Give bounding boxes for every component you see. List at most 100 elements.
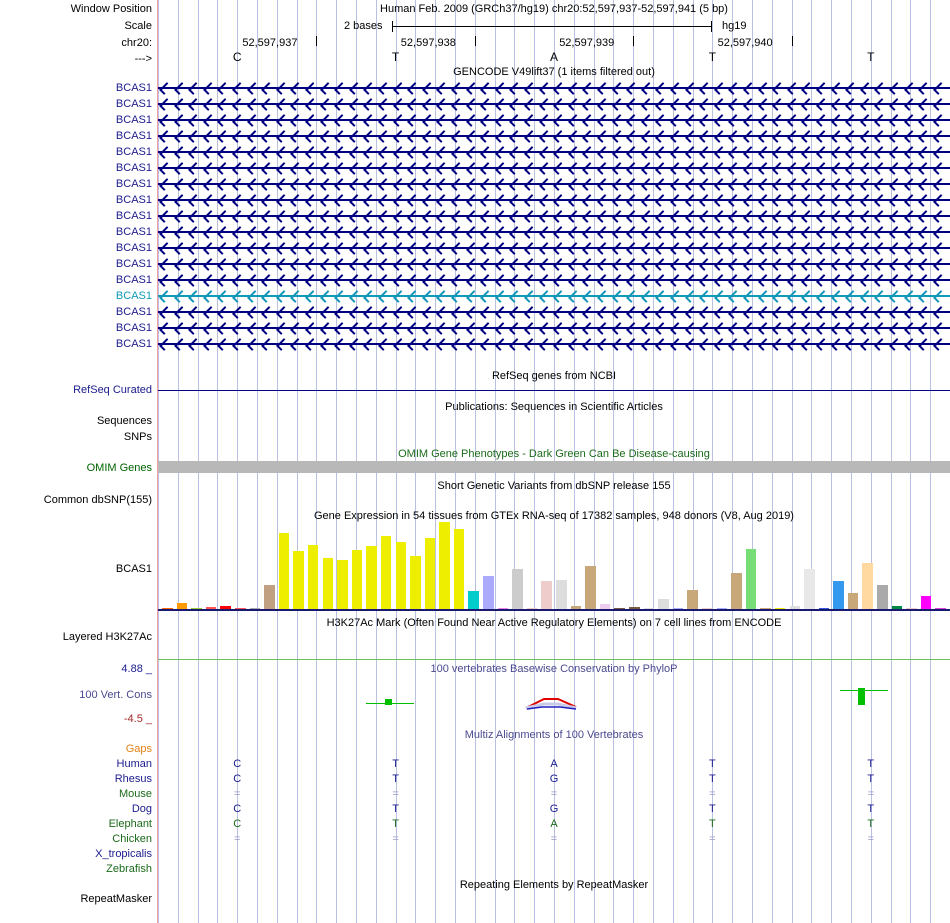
multiz-species-label[interactable]: Human	[116, 758, 152, 770]
gtex-tissue-bar[interactable]	[745, 549, 757, 610]
gtex-tissue-bar[interactable]	[891, 605, 903, 610]
gtex-tissue-bar[interactable]	[570, 605, 582, 610]
gtex-tissue-bar[interactable]	[789, 605, 801, 610]
multiz-species-label[interactable]: Elephant	[108, 818, 152, 830]
dbsnp-left-label[interactable]: Common dbSNP(155)	[43, 494, 152, 506]
gtex-tissue-bar[interactable]	[380, 535, 392, 610]
gtex-tissue-bar[interactable]	[337, 560, 348, 610]
gtex-tissue-bar[interactable]	[599, 604, 611, 610]
multiz-species-label[interactable]: Chicken	[112, 833, 152, 845]
gtex-tissue-bar[interactable]	[483, 576, 494, 610]
gtex-tissue-bar[interactable]	[453, 528, 465, 610]
gtex-tissue-bar[interactable]	[935, 607, 946, 610]
gtex-tissue-bar[interactable]	[818, 607, 830, 610]
gencode-transcript-row[interactable]	[158, 306, 950, 319]
gencode-gene-label[interactable]: BCAS1	[115, 274, 152, 286]
gtex-chart[interactable]	[160, 520, 948, 610]
gtex-tissue-bar[interactable]	[701, 607, 713, 610]
gtex-tissue-bar[interactable]	[731, 572, 742, 610]
multiz-species-label[interactable]: Zebrafish	[106, 863, 152, 875]
gtex-tissue-bar[interactable]	[556, 579, 567, 610]
gtex-tissue-bar[interactable]	[920, 596, 932, 610]
gencode-transcript-row[interactable]	[158, 338, 950, 351]
gtex-tissue-bar[interactable]	[468, 590, 479, 610]
gtex-tissue-bar[interactable]	[833, 580, 844, 610]
gencode-gene-label[interactable]: BCAS1	[115, 242, 152, 254]
omim-gene-bar[interactable]	[158, 461, 950, 473]
gencode-gene-label[interactable]: BCAS1	[115, 146, 152, 158]
gencode-gene-label[interactable]: BCAS1	[115, 306, 152, 318]
gtex-tissue-bar[interactable]	[176, 603, 188, 610]
gtex-tissue-bar[interactable]	[410, 555, 421, 610]
phylop-left-label[interactable]: 100 Vert. Cons	[79, 689, 152, 701]
gtex-tissue-bar[interactable]	[307, 544, 319, 610]
gencode-gene-label[interactable]: BCAS1	[115, 210, 152, 222]
gencode-transcript-row[interactable]	[158, 258, 950, 271]
gencode-transcript-row[interactable]	[158, 162, 950, 175]
gencode-gene-label[interactable]: BCAS1	[115, 226, 152, 238]
gtex-tissue-bar[interactable]	[512, 569, 523, 610]
gencode-gene-label[interactable]: BCAS1	[115, 194, 152, 206]
gtex-tissue-bar[interactable]	[220, 605, 231, 610]
gtex-tissue-bar[interactable]	[205, 606, 217, 610]
gtex-tissue-bar[interactable]	[629, 606, 640, 610]
gencode-transcript-row[interactable]	[158, 114, 950, 127]
multiz-species-label[interactable]: X_tropicalis	[95, 848, 152, 860]
gencode-gene-label[interactable]: BCAS1	[115, 82, 152, 94]
gencode-transcript-row[interactable]	[158, 226, 950, 239]
gencode-transcript-row[interactable]	[158, 178, 950, 191]
gencode-gene-label[interactable]: BCAS1	[115, 290, 152, 302]
gencode-transcript-row[interactable]	[158, 274, 950, 287]
gencode-transcript-row[interactable]	[158, 242, 950, 255]
gencode-transcript-row[interactable]	[158, 82, 950, 95]
gencode-gene-label[interactable]: BCAS1	[115, 338, 152, 350]
gencode-gene-label[interactable]: BCAS1	[115, 162, 152, 174]
multiz-species-label[interactable]: Mouse	[118, 788, 152, 800]
gencode-transcript-row[interactable]	[158, 210, 950, 223]
gtex-tissue-bar[interactable]	[585, 566, 596, 610]
gtex-tissue-bar[interactable]	[877, 585, 888, 610]
multiz-species-label[interactable]: Rhesus	[114, 773, 152, 785]
gtex-tissue-bar[interactable]	[395, 542, 407, 610]
gtex-tissue-bar[interactable]	[424, 537, 436, 610]
sequences-left-label[interactable]: Sequences	[96, 415, 152, 427]
gtex-tissue-bar[interactable]	[804, 569, 815, 610]
gtex-tissue-bar[interactable]	[614, 607, 625, 610]
gencode-transcript-row[interactable]	[158, 98, 950, 111]
gtex-tissue-bar[interactable]	[264, 585, 275, 610]
gtex-tissue-bar[interactable]	[658, 598, 669, 610]
gtex-tissue-bar[interactable]	[541, 580, 552, 610]
repeatmasker-left-label[interactable]: RepeatMasker	[80, 893, 152, 905]
gtex-tissue-bar[interactable]	[366, 545, 377, 610]
gencode-gene-label[interactable]: BCAS1	[115, 258, 152, 270]
gtex-tissue-bar[interactable]	[497, 607, 509, 610]
gtex-tissue-bar[interactable]	[278, 533, 290, 610]
gencode-gene-label[interactable]: BCAS1	[115, 322, 152, 334]
gtex-tissue-bar[interactable]	[774, 607, 786, 610]
gencode-transcript-row[interactable]	[158, 290, 950, 303]
h3k27ac-left-label[interactable]: Layered H3K27Ac	[62, 631, 152, 643]
gencode-gene-label[interactable]: BCAS1	[115, 178, 152, 190]
gencode-transcript-row[interactable]	[158, 146, 950, 159]
snps-left-label[interactable]: SNPs	[123, 431, 152, 443]
gtex-tissue-bar[interactable]	[862, 562, 873, 610]
gencode-transcript-row[interactable]	[158, 194, 950, 207]
gencode-gene-label[interactable]: BCAS1	[115, 114, 152, 126]
omim-left-label[interactable]: OMIM Genes	[86, 462, 152, 474]
gencode-gene-label[interactable]: BCAS1	[115, 98, 152, 110]
gtex-tissue-bar[interactable]	[322, 558, 334, 610]
gtex-tissue-bar[interactable]	[439, 522, 450, 610]
gtex-tissue-bar[interactable]	[162, 607, 173, 610]
gtex-tissue-bar[interactable]	[687, 589, 698, 610]
refseq-left-label[interactable]: RefSeq Curated	[73, 384, 152, 396]
multiz-species-label[interactable]: Dog	[131, 803, 152, 815]
gencode-gene-label[interactable]: BCAS1	[115, 130, 152, 142]
gtex-tissue-bar[interactable]	[351, 550, 363, 610]
gtex-tissue-bar[interactable]	[293, 551, 304, 610]
gtex-left-label[interactable]: BCAS1	[115, 563, 152, 575]
gencode-transcript-row[interactable]	[158, 130, 950, 143]
gencode-transcript-row[interactable]	[158, 322, 950, 335]
gtex-tissue-bar[interactable]	[235, 607, 246, 610]
gtex-tissue-bar[interactable]	[847, 593, 859, 610]
